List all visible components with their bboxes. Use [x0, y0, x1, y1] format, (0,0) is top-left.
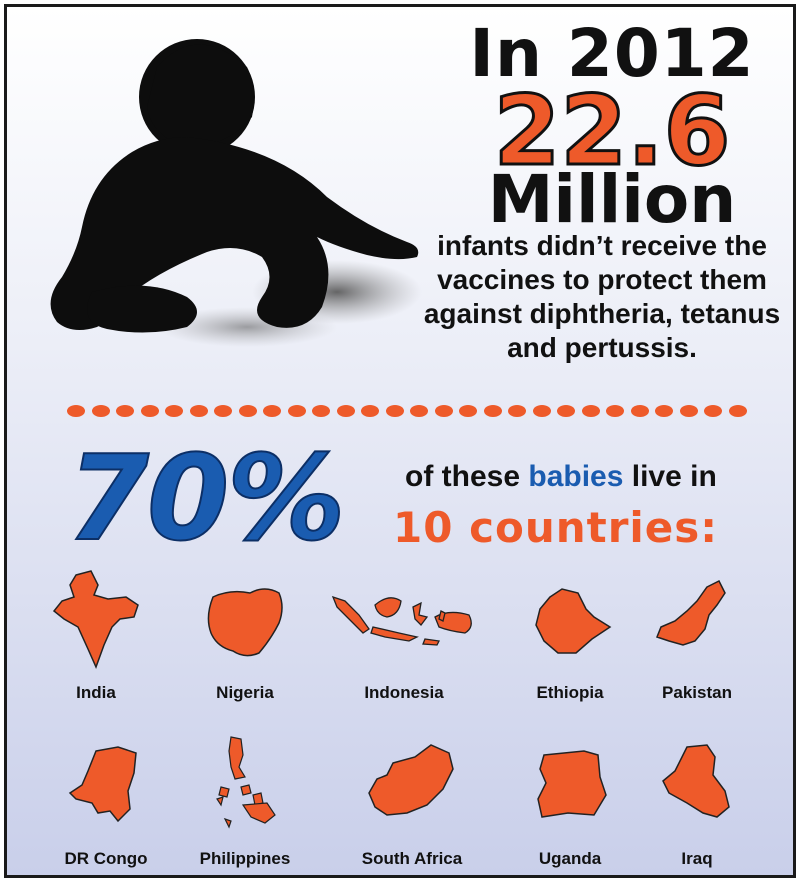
stat-caption: of these babies live in — [405, 460, 717, 494]
ethiopia-map-icon — [535, 588, 612, 654]
country-iraq: Iraq — [622, 733, 772, 869]
country-name: Iraq — [681, 849, 713, 868]
countries-label: 10 countries: — [393, 503, 719, 552]
iraq-map-icon — [662, 744, 730, 818]
headline-description: infants didn’t receive the vaccines to p… — [423, 230, 781, 363]
pakistan-map-icon — [656, 579, 726, 646]
uganda-map-icon — [537, 750, 607, 818]
infographic-frame: In 2012 22.6 Million infants didn’t rece… — [4, 4, 796, 878]
headline-number: 22.6 — [492, 75, 732, 187]
country-south-africa: South Africa — [337, 733, 487, 869]
headline-year: In 2012 — [469, 15, 755, 92]
country-uganda: Uganda — [495, 733, 645, 869]
crawling-baby-silhouette-icon — [50, 39, 422, 347]
dr-congo-map-icon — [68, 746, 137, 823]
country-name: Indonesia — [364, 683, 444, 702]
south-africa-map-icon — [368, 744, 454, 816]
dotted-divider — [67, 405, 747, 419]
country-name: DR Congo — [64, 849, 148, 868]
country-name: Pakistan — [662, 683, 732, 702]
country-name: Nigeria — [216, 683, 274, 702]
country-dr-congo: DR Congo — [31, 733, 181, 869]
country-name: India — [76, 683, 116, 702]
country-name: Philippines — [199, 849, 291, 868]
nigeria-map-icon — [207, 588, 283, 657]
headline-unit: Million — [487, 161, 737, 238]
stat-prefix: of these — [405, 460, 521, 493]
country-name: South Africa — [361, 849, 463, 868]
country-nigeria: Nigeria — [170, 567, 320, 703]
india-map-icon — [52, 570, 139, 670]
country-india: India — [21, 567, 171, 703]
country-pakistan: Pakistan — [622, 567, 772, 703]
country-ethiopia: Ethiopia — [495, 567, 645, 703]
country-name: Ethiopia — [536, 683, 604, 702]
country-philippines: Philippines — [170, 733, 320, 869]
stat-highlight: babies — [528, 460, 624, 493]
country-name: Uganda — [538, 849, 602, 868]
country-indonesia: Indonesia — [329, 567, 479, 703]
philippines-map-icon — [216, 736, 276, 829]
indonesia-map-icon — [331, 595, 472, 646]
percent-stat: 70% — [66, 429, 346, 567]
stat-suffix: live in — [631, 460, 717, 493]
